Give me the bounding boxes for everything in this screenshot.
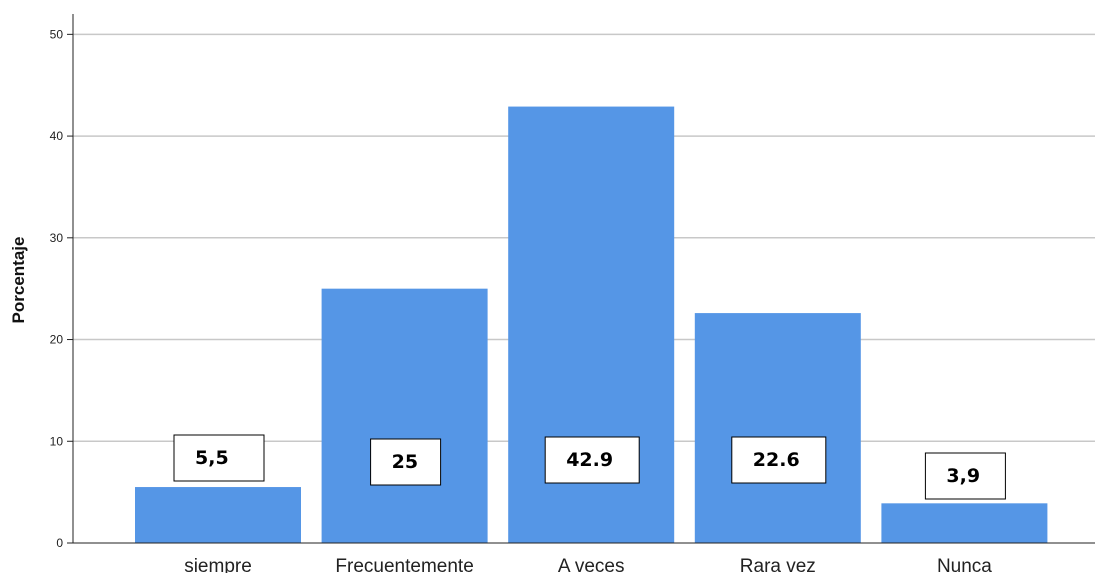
y-tick-label: 30 (50, 231, 64, 245)
y-tick-label: 40 (50, 129, 64, 143)
bar-rara-vez (694, 313, 861, 543)
data-label-frame (370, 438, 442, 486)
y-axis-title: Porcentaje (9, 237, 28, 324)
data-label-frame (173, 434, 265, 482)
y-tick-labels: 0 10 20 30 40 50 (50, 27, 73, 550)
data-label-frame (544, 436, 640, 484)
bar-siempre (135, 487, 301, 543)
x-tick-label: A veces (558, 556, 625, 573)
data-label: 25 (392, 451, 418, 473)
y-tick-label: 10 (50, 434, 64, 448)
data-label: 3,9 (946, 465, 980, 487)
data-label-box: 42.9 (544, 436, 640, 484)
data-label: 22.6 (753, 449, 800, 471)
y-tick-label: 50 (50, 27, 64, 41)
x-tick-label: Nunca (937, 556, 992, 573)
data-label-frame (924, 452, 1006, 500)
data-label-box: 22.6 (731, 436, 827, 484)
y-tick-label: 20 (50, 333, 64, 347)
x-category-labels: siempre Frecuentemente A veces Rara vez Nunc… (184, 556, 992, 573)
y-tick-label: 0 (56, 536, 63, 550)
data-label-box: 3,9 (924, 452, 1006, 500)
data-label-frame (731, 436, 827, 484)
bar-nunca (881, 503, 1048, 543)
data-label: 5,5 (195, 447, 229, 469)
bar-frecuentemente (321, 288, 488, 543)
x-tick-label: Rara vez (740, 556, 816, 573)
data-label: 42.9 (566, 449, 613, 471)
x-tick-label: siempre (184, 556, 252, 573)
x-tick-label: Frecuentemente (335, 556, 473, 573)
data-label-box: 5,5 (173, 434, 265, 482)
data-labels: 5,5 25 42.9 22.6 3,9 (173, 434, 1006, 500)
data-label-box: 25 (370, 438, 442, 486)
